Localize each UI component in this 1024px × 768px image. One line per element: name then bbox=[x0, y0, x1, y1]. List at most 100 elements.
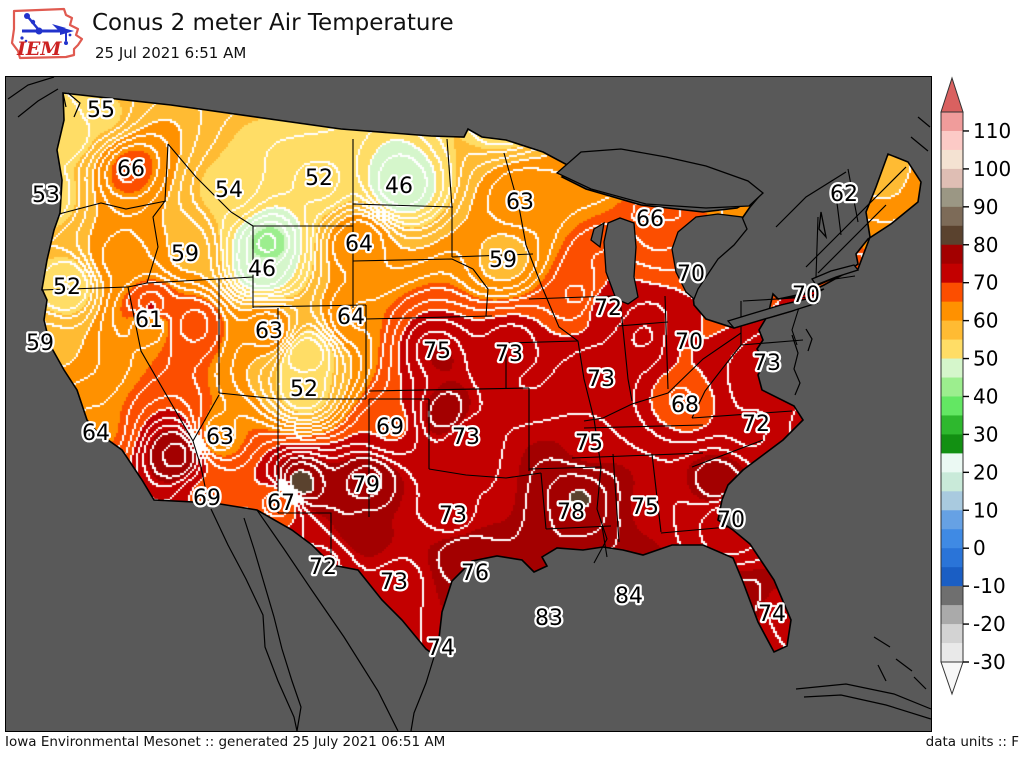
map-valid-time: 25 Jul 2021 6:51 AM bbox=[95, 44, 247, 62]
temperature-label: 75 bbox=[423, 339, 451, 364]
border-line bbox=[252, 304, 367, 308]
colorbar-band bbox=[941, 567, 963, 587]
colorbar-band bbox=[941, 206, 963, 227]
border-line bbox=[805, 166, 907, 268]
border-line bbox=[410, 656, 435, 731]
colorbar-band bbox=[941, 491, 963, 511]
border-line bbox=[612, 453, 620, 543]
colorbar-band bbox=[941, 282, 963, 303]
temperature-label: 73 bbox=[439, 503, 467, 528]
border-line bbox=[243, 517, 302, 731]
colorbar-band bbox=[941, 453, 963, 473]
lake-shape bbox=[818, 211, 828, 240]
border-line bbox=[873, 636, 891, 648]
border-line bbox=[583, 332, 742, 422]
border-line bbox=[146, 200, 166, 284]
border-line bbox=[691, 439, 764, 468]
temperature-label: 73 bbox=[380, 570, 408, 595]
colorbar-band bbox=[941, 624, 963, 644]
colorbar-band bbox=[941, 168, 963, 189]
colorbar-tick-label: 10 bbox=[973, 498, 998, 522]
colorbar-tick-label: -10 bbox=[973, 574, 1006, 598]
temperature-label: 70 bbox=[792, 283, 820, 308]
colorbar-band bbox=[941, 320, 963, 341]
temperature-label: 75 bbox=[631, 495, 659, 520]
colorbar-band bbox=[941, 415, 963, 435]
border-line bbox=[895, 658, 913, 672]
border-line bbox=[775, 171, 847, 228]
lake-shape bbox=[555, 148, 764, 209]
temperature-label: 78 bbox=[557, 500, 585, 525]
colorbar-band bbox=[941, 358, 963, 379]
colorbar-band bbox=[941, 225, 963, 246]
border-line bbox=[365, 315, 493, 320]
temperature-field-canvas bbox=[6, 77, 931, 731]
colorbar-band bbox=[941, 244, 963, 265]
border-line bbox=[256, 509, 399, 731]
temperature-label: 70 bbox=[677, 262, 705, 287]
border-line bbox=[505, 340, 579, 344]
temperature-label: 67 bbox=[267, 491, 295, 516]
temperature-label: 59 bbox=[171, 242, 199, 267]
border-line bbox=[583, 424, 704, 429]
lake-shape bbox=[603, 217, 639, 305]
temperature-label: 83 bbox=[535, 606, 563, 631]
page-title: Conus 2 meter Air Temperature bbox=[92, 10, 454, 36]
temperature-label: 66 bbox=[117, 157, 145, 182]
border-line bbox=[428, 468, 542, 479]
border-line bbox=[917, 116, 931, 128]
border-line bbox=[601, 525, 608, 558]
border-line bbox=[210, 508, 298, 731]
colorbar-band bbox=[941, 472, 963, 492]
great-lakes bbox=[555, 148, 860, 329]
border-line bbox=[740, 339, 804, 346]
temperature-label: 73 bbox=[753, 351, 781, 376]
political-borders bbox=[7, 77, 931, 731]
colorbar-band bbox=[941, 605, 963, 625]
temperature-label: 73 bbox=[495, 342, 523, 367]
colorbar-band bbox=[941, 510, 963, 530]
border-line bbox=[472, 268, 489, 317]
border-line bbox=[17, 88, 59, 118]
border-line bbox=[451, 253, 534, 258]
temperature-label: 70 bbox=[675, 330, 703, 355]
border-line bbox=[817, 204, 887, 274]
temperature-label: 75 bbox=[575, 431, 603, 456]
colorbar-tick-label: 90 bbox=[973, 195, 998, 219]
temperature-label: 74 bbox=[427, 636, 455, 661]
map-overlay: 55 66 53 54 52 46 63 66 62 59 46 64 59 70 52 70 61 63 64 72… bbox=[7, 77, 931, 731]
border-line bbox=[791, 300, 802, 346]
temperature-label: 74 bbox=[758, 602, 786, 627]
header: IEM Conus 2 meter Air Temperature 25 Jul… bbox=[0, 0, 1024, 76]
border-line bbox=[278, 512, 332, 561]
colorbar-tick-label: 110 bbox=[973, 119, 1011, 143]
temperature-label: 63 bbox=[506, 190, 534, 215]
footer-units: data units :: F bbox=[925, 734, 1019, 750]
station-temperature-labels: 55 66 53 54 52 46 63 66 62 59 46 64 59 70 52 70 61 63 64 72… bbox=[24, 96, 861, 664]
border-line bbox=[791, 334, 801, 396]
border-line bbox=[528, 466, 602, 470]
temperature-label: 69 bbox=[376, 415, 404, 440]
border-line bbox=[40, 286, 129, 291]
colorbar-tick-label: -20 bbox=[973, 612, 1006, 636]
lake-shape bbox=[671, 213, 748, 301]
colorbar-tick-label: 100 bbox=[973, 157, 1011, 181]
border-line bbox=[571, 452, 704, 459]
logo-text: IEM bbox=[16, 38, 62, 60]
iowa-outline-icon bbox=[10, 7, 84, 60]
border-line bbox=[617, 321, 669, 327]
border-line bbox=[167, 143, 254, 227]
temperature-label: 63 bbox=[206, 425, 234, 450]
temperature-label: 84 bbox=[615, 584, 643, 609]
colorbar-band bbox=[941, 434, 963, 454]
border-line bbox=[545, 525, 612, 530]
temperature-label: 54 bbox=[215, 178, 243, 203]
temperature-label: 73 bbox=[452, 425, 480, 450]
border-line bbox=[847, 168, 859, 223]
temperature-label: 79 bbox=[352, 473, 380, 498]
colorbar-band bbox=[941, 187, 963, 208]
border-line bbox=[192, 394, 220, 442]
colorbar-tick-label: 30 bbox=[973, 422, 998, 446]
colorbar-band bbox=[941, 529, 963, 549]
